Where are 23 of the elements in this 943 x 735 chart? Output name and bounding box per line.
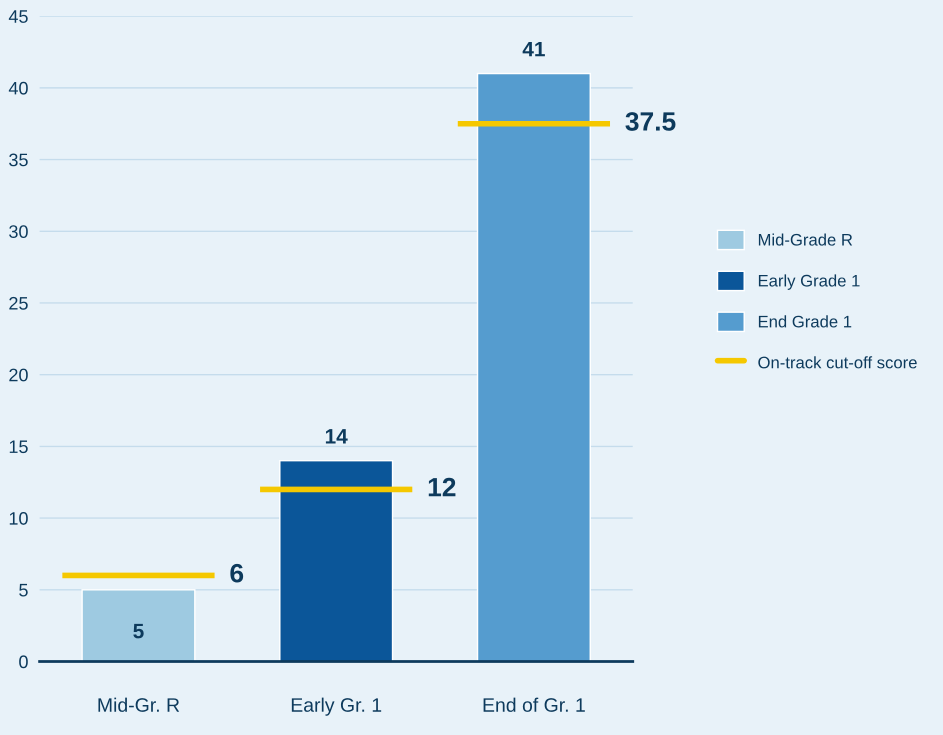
legend-label: Mid-Grade R — [758, 233, 852, 246]
y-tick-label: 40 — [8, 82, 28, 95]
ref-line-label: 6 — [230, 564, 244, 583]
text: On-track cut-off score — [758, 356, 917, 368]
legend-label: End Grade 1 — [758, 315, 852, 328]
y-tick-label: 15 — [10, 440, 28, 454]
data-label: 41 — [522, 42, 545, 56]
y-tick-label: 5 — [19, 584, 28, 597]
x-tick-label: Mid-Gr. R — [98, 698, 180, 712]
legend-label: Early Grade 1 — [758, 274, 860, 290]
y-tick-label: 20 — [9, 368, 28, 382]
data-label: 5 — [133, 624, 144, 638]
ref-line-label: 12 — [428, 478, 456, 496]
y-tick-label: 25 — [9, 296, 28, 310]
x-tick-label: End of Gr. 1 — [484, 698, 585, 712]
y-tick-label: 30 — [9, 225, 28, 238]
y-tick-label: 35 — [9, 154, 28, 166]
y-tick-label: 45 — [8, 10, 28, 23]
x-tick-label: Early Gr. 1 — [292, 698, 382, 716]
y-tick-label: 0 — [19, 655, 28, 668]
ref-line-label: 37.5 — [625, 112, 676, 131]
data-label: 14 — [326, 429, 348, 444]
y-tick-label: 10 — [10, 512, 28, 525]
